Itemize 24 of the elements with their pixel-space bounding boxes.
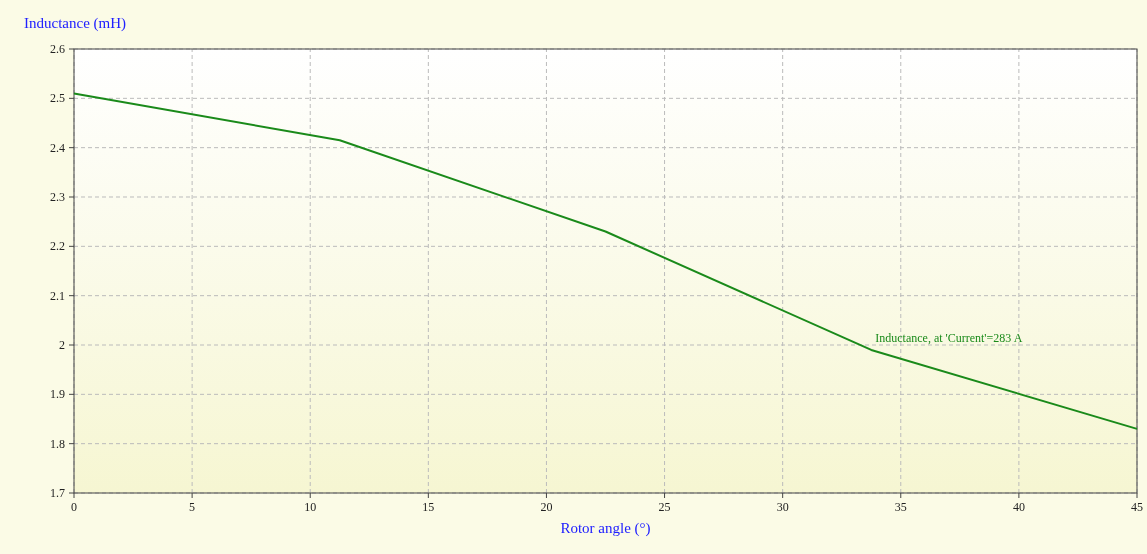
x-tick-label: 10 — [304, 500, 317, 514]
line-series — [73, 92, 1138, 430]
x-tick-label: 45 — [1131, 500, 1143, 514]
y-tick-label: 1.7 — [50, 486, 65, 500]
y-tick-label: 1.9 — [50, 387, 65, 402]
x-tick-label: 5 — [189, 500, 196, 514]
y-tick-label: 2.5 — [50, 91, 65, 106]
x-tick-label: 0 — [71, 500, 77, 514]
y-tick-label: 2 — [59, 338, 65, 352]
x-tick-label: 30 — [776, 500, 789, 514]
y-tick-label: 2.6 — [50, 42, 65, 56]
y-tick-label: 2.1 — [50, 288, 65, 303]
x-axis-title: Rotor angle (°) — [560, 520, 651, 537]
series-label: Inductance, at 'Current'=283 A — [875, 330, 1023, 345]
x-tick-label: 20 — [540, 500, 553, 514]
x-tick-label: 35 — [894, 500, 907, 514]
y-tick-label: 2.3 — [50, 190, 65, 204]
y-tick-label: 1.8 — [50, 436, 65, 451]
x-tick-label: 15 — [422, 500, 435, 514]
x-tick-label: 40 — [1012, 500, 1025, 514]
y-axis-title: Inductance (mH) — [24, 15, 127, 32]
x-tick-label: 25 — [658, 500, 671, 514]
y-tick-label: 2.4 — [50, 140, 65, 155]
y-tick-label: 2.2 — [50, 239, 65, 254]
